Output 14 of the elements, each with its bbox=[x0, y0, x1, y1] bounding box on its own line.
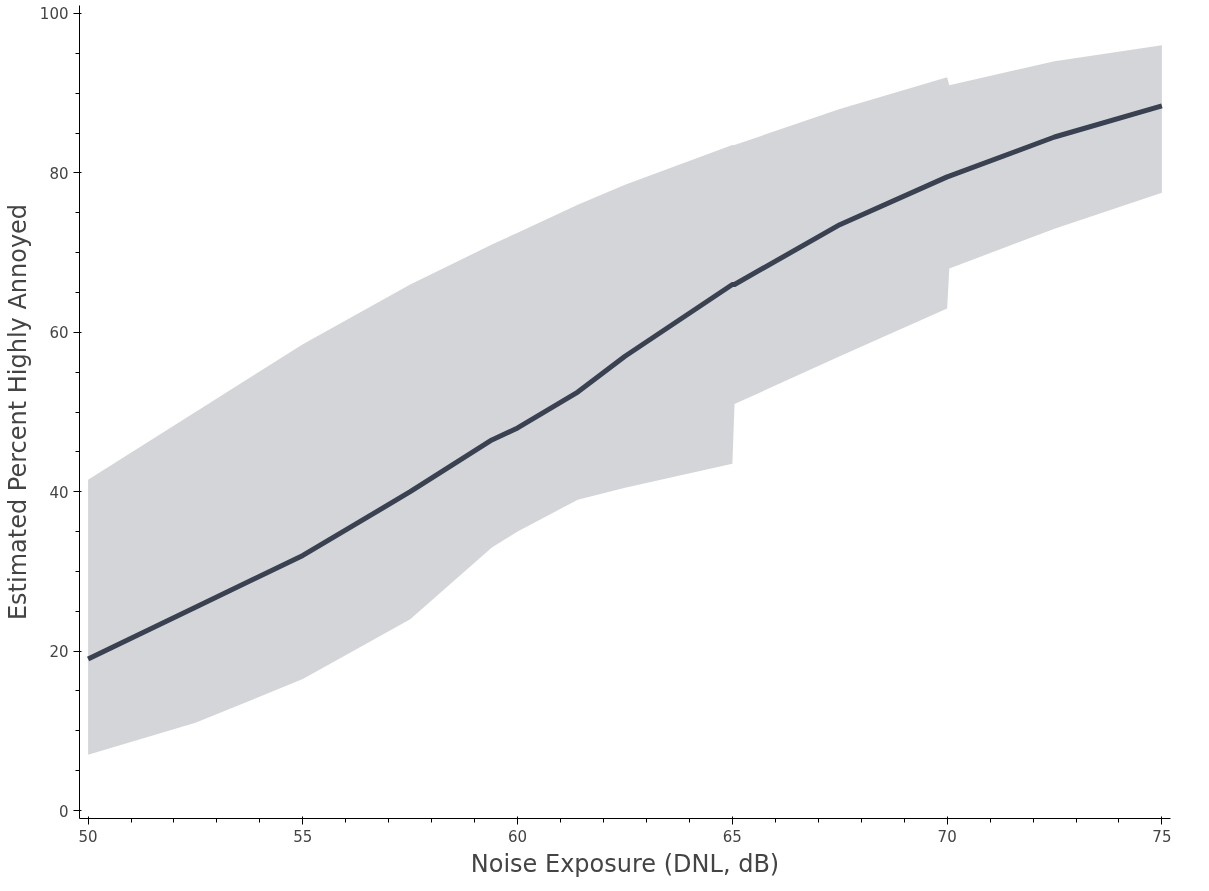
x-tick-label: 70 bbox=[937, 827, 957, 846]
y-tick-label: 80 bbox=[49, 164, 69, 183]
x-axis-title: Noise Exposure (DNL, dB) bbox=[470, 849, 780, 878]
x-tick-label: 75 bbox=[1152, 827, 1172, 846]
x-tick-label: 55 bbox=[293, 827, 313, 846]
x-tick-label: 60 bbox=[508, 827, 528, 846]
x-tick-label: 50 bbox=[78, 827, 98, 846]
y-tick-label: 60 bbox=[49, 324, 69, 343]
y-tick-label: 20 bbox=[49, 643, 69, 662]
x-tick-label: 65 bbox=[722, 827, 742, 846]
y-axis-title: Estimated Percent Highly Annoyed bbox=[3, 203, 32, 621]
y-tick-label: 0 bbox=[58, 802, 69, 821]
y-tick-label: 40 bbox=[49, 483, 69, 502]
y-tick-label: 100 bbox=[39, 5, 69, 24]
